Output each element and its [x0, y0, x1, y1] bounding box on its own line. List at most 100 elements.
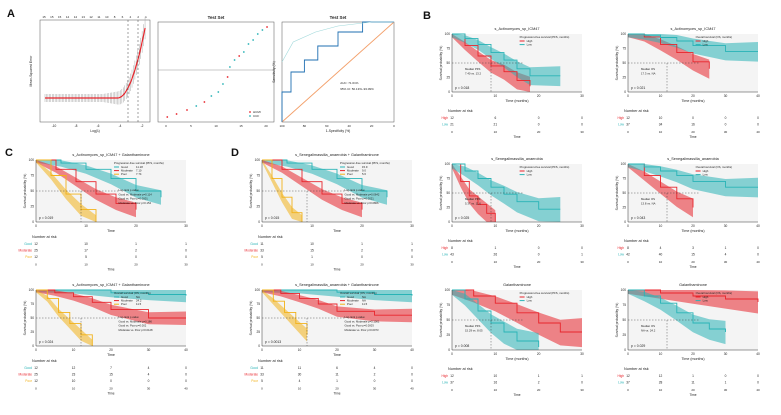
- km-ci-band: [262, 160, 387, 205]
- lasso-top-tick: 15: [58, 15, 62, 19]
- test-score-point: [261, 29, 264, 31]
- km-p-value: p = 0.043: [631, 216, 645, 220]
- km-curve-poor: [36, 289, 93, 346]
- test-score-point: [242, 51, 245, 53]
- km-x-tick: 40: [756, 94, 760, 98]
- km-risk-group: Good: [24, 242, 32, 246]
- km-legend-label: Good: [347, 295, 354, 299]
- km-y-tick: 25: [256, 330, 260, 334]
- km-risk-time: 10: [72, 387, 76, 391]
- km-x-tick: 20: [109, 348, 113, 352]
- km-risk-group: Low: [618, 381, 625, 385]
- lasso-top-tick: 15: [50, 15, 54, 19]
- km-risk-value: 1: [336, 379, 338, 383]
- km-panel: s_Senegalimassilia_anaerobia + Galantham…: [245, 153, 414, 272]
- km-ci-band: [262, 290, 307, 342]
- km-y-tick: 75: [622, 303, 626, 307]
- km-legend-value: NA: [362, 299, 366, 303]
- km-y-tick: 0: [624, 220, 626, 224]
- km-risk-value: 12: [450, 116, 454, 120]
- km-x-tick: 30: [580, 94, 584, 98]
- km-risk-time: 0: [627, 388, 629, 392]
- km-p-value: p = 0.0013: [265, 340, 281, 344]
- km-risk-time: 30: [147, 387, 151, 391]
- test-score-point: [252, 39, 255, 41]
- km-risk-time: 30: [184, 263, 188, 267]
- km-legend-label: Low: [703, 299, 709, 303]
- roc-y-label: Sensitivity (%): [272, 61, 276, 82]
- km-curve-good: [36, 159, 162, 198]
- km-legend-label: Moderate: [121, 299, 133, 303]
- km-risk-value: 11: [298, 366, 302, 370]
- km-risk-group: Low: [618, 253, 625, 257]
- km-risk-value: 1: [538, 374, 540, 378]
- km-risk-value: 16: [494, 381, 498, 385]
- km-risk-time: 10: [494, 130, 498, 134]
- km-risk-value: 40: [659, 253, 663, 257]
- km-y-tick: 0: [258, 220, 260, 224]
- km-risk-xlabel: Time: [514, 393, 521, 397]
- lasso-x-label: Log(λ): [90, 129, 100, 133]
- km-risk-time: 20: [109, 387, 113, 391]
- test-score-point: [256, 33, 259, 35]
- km-logrank-text: Log-rank p value:: [345, 315, 366, 319]
- km-logrank-text: Moderate vs. Poor p=0.0128: [119, 328, 153, 332]
- km-risk-value: 1: [494, 246, 496, 250]
- km-legend-label: Low: [527, 299, 533, 303]
- legend-hcmi-dot: [249, 111, 251, 113]
- km-risk-value: 30: [298, 373, 302, 377]
- km-y-tick: 25: [622, 333, 626, 337]
- km-x-tick: 0: [627, 224, 629, 228]
- km-y-tick: 0: [32, 344, 34, 348]
- km-risk-value: 0: [411, 366, 413, 370]
- km-ci-band: [262, 160, 362, 218]
- km-median-text: Median OS: [641, 197, 655, 201]
- test-score-point: [247, 43, 250, 45]
- km-risk-value: 25: [34, 373, 38, 377]
- km-x-tick: 20: [537, 224, 541, 228]
- km-y-label: Survival probability (%): [615, 46, 619, 81]
- km-risk-time: 30: [724, 260, 728, 264]
- km-risk-time: 30: [724, 130, 728, 134]
- km-curve-moderate: [262, 159, 363, 210]
- km-risk-group: Poor: [25, 379, 33, 383]
- km-risk-value: 1: [411, 242, 413, 246]
- km-legend-label: Good: [121, 295, 128, 299]
- km-risk-value: 0: [411, 373, 413, 377]
- km-risk-value: 23: [72, 373, 76, 377]
- lasso-top-tick: 10: [105, 15, 109, 19]
- km-legend-title: Progression-free survival (PFS, months): [520, 291, 570, 295]
- km-legend-label: Good: [347, 165, 354, 169]
- km-risk-group: Moderate: [245, 249, 259, 253]
- km-legend-value: 7.74: [136, 172, 142, 176]
- km-legend-label: High: [703, 39, 709, 43]
- km-x-tick: 30: [580, 224, 584, 228]
- km-x-label: Time: [107, 353, 115, 357]
- km-legend-value: 11.5: [362, 302, 368, 306]
- km-x-tick: 10: [494, 224, 498, 228]
- km-x-tick: 40: [184, 348, 188, 352]
- km-risk-heading: Number at risk: [258, 235, 283, 239]
- km-legend-label: High: [527, 295, 533, 299]
- km-risk-value: 37: [450, 381, 454, 385]
- km-y-tick: 75: [256, 174, 260, 178]
- km-x-tick: 20: [134, 224, 138, 228]
- km-risk-time: 40: [756, 260, 760, 264]
- km-risk-value: 21: [450, 123, 454, 127]
- km-risk-time: 10: [494, 388, 498, 392]
- km-y-tick: 75: [30, 174, 34, 178]
- km-legend-label: Low: [703, 173, 709, 177]
- km-risk-time: 40: [410, 387, 414, 391]
- lasso-top-tick: 12: [89, 15, 93, 19]
- km-median-text: Median PFS: [465, 67, 481, 71]
- test-scatter-title: Test Set: [208, 15, 225, 20]
- km-y-tick: 50: [446, 61, 450, 65]
- km-risk-group: Poor: [251, 255, 259, 259]
- km-legend-value: NA: [136, 295, 140, 299]
- km-risk-value: 12: [34, 366, 38, 370]
- km-x-tick: 0: [627, 94, 629, 98]
- km-risk-value: 7: [110, 366, 112, 370]
- km-logrank-text: Good vs. Poor p=0.002: [119, 324, 147, 328]
